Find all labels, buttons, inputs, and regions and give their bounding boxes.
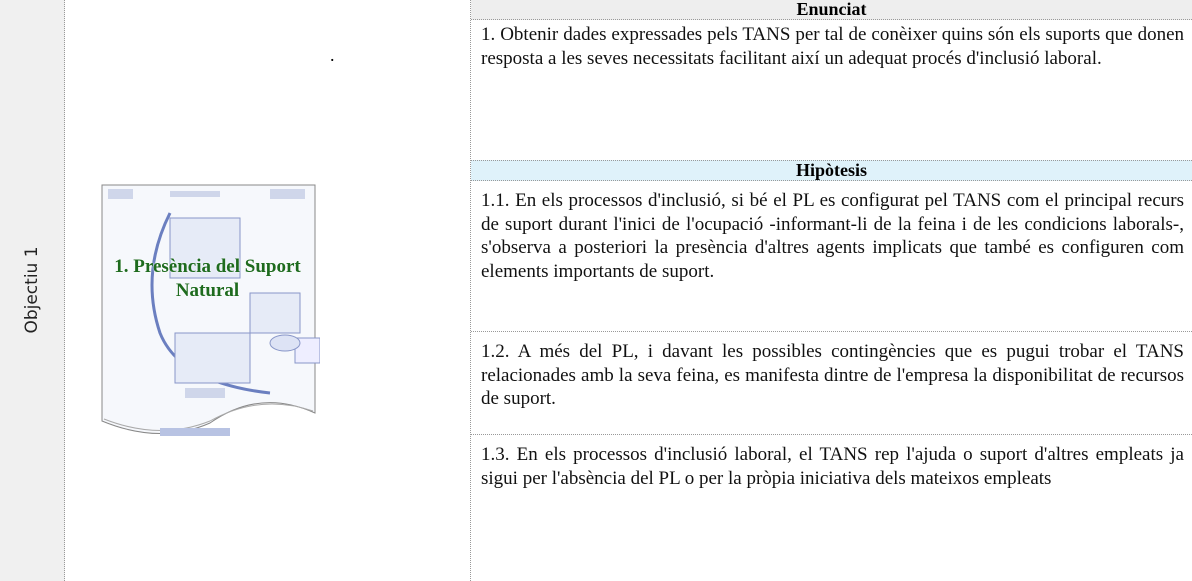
dot: . <box>330 45 335 65</box>
diagram-column: . 1. Presència del Suport Natural <box>65 0 471 581</box>
content-column: Enunciat 1. Obtenir dades expressades pe… <box>471 0 1192 581</box>
hypothesis: 1.2. A més del PL, i davant les possible… <box>471 332 1192 435</box>
hypotheses-list: 1.1. En els processos d'inclusió, si bé … <box>471 181 1192 576</box>
objective-column: Objectiu 1 <box>0 0 65 581</box>
objective-label: Objectiu 1 <box>22 246 42 334</box>
hypothesis: 1.3. En els processos d'inclusió laboral… <box>481 444 1184 489</box>
diagram-thumbnail <box>101 184 320 436</box>
hypothesis: 1.1. En els processos d'inclusió, si bé … <box>471 181 1192 332</box>
hypotheses-header: Hipòtesis <box>471 160 1192 181</box>
statement-text: 1. Obtenir dades expressades pels TANS p… <box>481 24 1184 69</box>
diagram-label: 1. Presència del Suport Natural <box>114 256 301 301</box>
statement-header: Enunciat <box>471 0 1192 20</box>
